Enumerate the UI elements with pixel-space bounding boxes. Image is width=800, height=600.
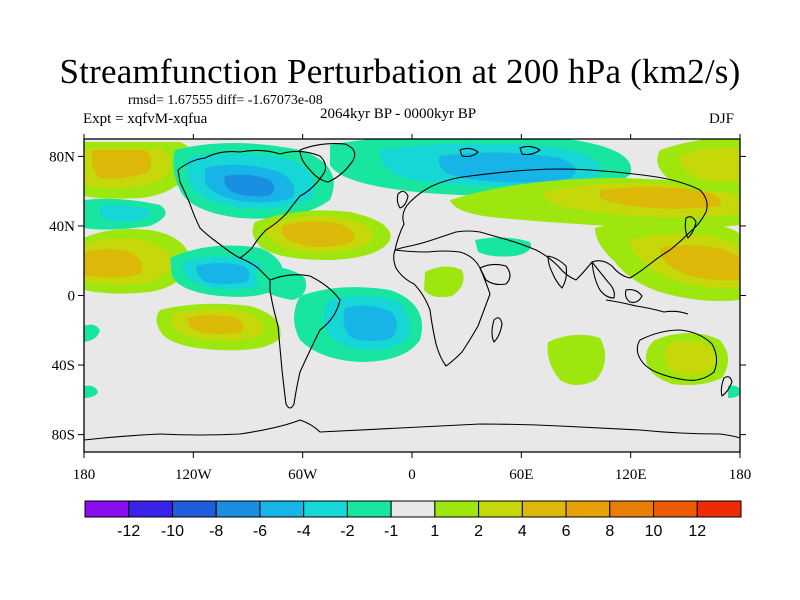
field-eqatl-cyan	[255, 267, 307, 300]
field-wpac-core	[660, 245, 740, 281]
colorbar-swatch	[609, 500, 655, 518]
coast-antarctica	[84, 419, 740, 441]
coast-central-america	[239, 257, 271, 281]
x-tick-label: 180	[729, 467, 752, 483]
field-eurarctic-core	[438, 152, 576, 183]
coast-greenland	[299, 143, 356, 183]
colorbar-swatch	[303, 500, 348, 518]
x-tick-label: 60E	[509, 467, 533, 483]
season-label: DJF	[709, 111, 735, 127]
coast-uk	[396, 190, 409, 209]
coast-borneo	[624, 289, 643, 303]
colorbar-swatch	[434, 500, 480, 518]
coast-new-zealand	[720, 376, 733, 397]
field-nepac-core	[84, 249, 143, 278]
colorbar-swatch	[215, 500, 261, 518]
coast-arctic-islands	[459, 145, 541, 158]
field-sepac-core	[187, 315, 245, 334]
coast-africa	[393, 249, 491, 367]
colorbar-label: -4	[297, 523, 311, 540]
field-arabia-cyan	[475, 237, 531, 257]
y-axis: 80N 40N 0 40S 80S	[49, 149, 746, 444]
colorbar-swatch	[346, 500, 392, 518]
colorbar-swatch	[259, 500, 305, 518]
x-tick-label: 60W	[288, 467, 318, 483]
y-tick-label: 40N	[49, 219, 75, 235]
colorbar-label: 2	[474, 523, 483, 540]
colorbar-label: 1	[430, 523, 439, 540]
colorbar-label: -1	[384, 523, 398, 540]
colorbar: -12 -10 -8 -6 -4 -2 -1 1 2 4 6 8 10 12	[84, 500, 742, 540]
chart-title: Streamfunction Perturbation at 200 hPa (…	[59, 52, 741, 91]
period-label: 2064kyr BP - 0000kyr BP	[320, 106, 477, 122]
coast-eurasia	[394, 168, 708, 281]
colorbar-label: -10	[161, 523, 184, 540]
colorbar-swatch	[478, 500, 523, 518]
anomaly-fields	[84, 139, 740, 398]
colorbar-swatch	[171, 500, 217, 518]
field-fareast-core	[679, 147, 740, 182]
coast-indonesia	[605, 299, 689, 315]
field-satl-core	[343, 305, 397, 341]
colorbar-label: 10	[645, 523, 663, 540]
y-tick-label: 0	[68, 289, 76, 305]
coast-arabia	[479, 263, 511, 286]
colorbar-swatch	[565, 500, 611, 518]
experiment-label: Expt = xqfvM-xqfua	[83, 111, 208, 127]
x-axis: 180 120W 60W 0 60E 120E 180	[73, 134, 752, 483]
coast-southeast-asia	[591, 261, 615, 299]
field-aus-core	[664, 340, 716, 375]
field-swpac-small	[728, 385, 740, 398]
colorbar-label: -12	[117, 523, 140, 540]
colorbar-swatch	[521, 500, 567, 518]
coastlines	[84, 143, 740, 441]
field-namerica-core	[224, 174, 275, 197]
colorbar-label: -6	[253, 523, 267, 540]
field-npac-cyan-core	[100, 204, 151, 222]
field-africa-pos	[424, 266, 464, 298]
colorbar-label: 4	[518, 523, 527, 540]
field-spac-cyan2	[84, 385, 98, 398]
coast-india	[547, 255, 568, 289]
field-asia-core	[600, 187, 721, 209]
coast-north-america	[177, 149, 327, 259]
coast-madagascar	[491, 317, 503, 343]
colorbar-label: 12	[688, 523, 706, 540]
field-atl-core	[282, 221, 355, 247]
y-tick-label: 80S	[52, 428, 75, 444]
x-tick-label: 180	[73, 467, 96, 483]
colorbar-label: 8	[605, 523, 614, 540]
field-spac-cyan	[84, 324, 100, 342]
coast-australia	[636, 329, 718, 381]
coast-japan	[684, 216, 697, 239]
y-tick-label: 40S	[52, 358, 75, 374]
colorbar-label: -2	[340, 523, 354, 540]
field-etpac-core	[196, 263, 250, 284]
colorbar-swatch	[696, 500, 742, 518]
colorbar-swatch	[653, 500, 698, 518]
x-tick-label: 120E	[615, 467, 647, 483]
field-npac-high-core	[91, 150, 152, 179]
colorbar-label: -8	[209, 523, 223, 540]
y-tick-label: 80N	[49, 149, 75, 165]
x-tick-label: 120W	[175, 467, 213, 483]
colorbar-swatch	[128, 500, 173, 518]
colorbar-swatch	[84, 500, 130, 518]
colorbar-label: 6	[562, 523, 571, 540]
rmsd-label: rmsd= 1.67555 diff= -1.67073e-08	[128, 93, 323, 108]
colorbar-swatch	[390, 500, 436, 518]
x-tick-label: 0	[408, 467, 416, 483]
field-sio-pos	[547, 334, 606, 385]
coast-south-america	[269, 274, 341, 409]
